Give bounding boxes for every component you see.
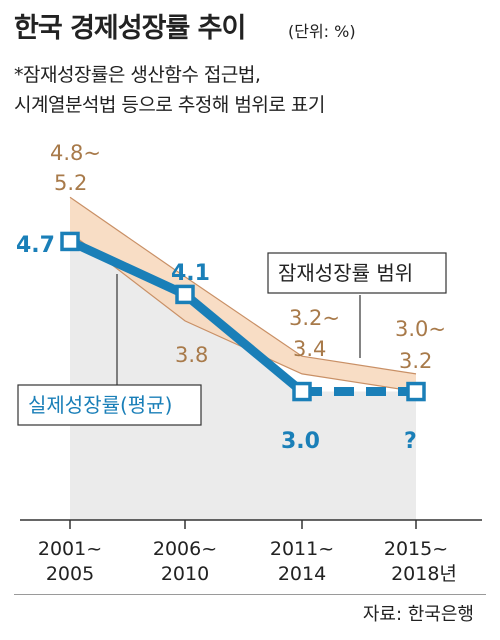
x-tick-label-2-top: 2006~ bbox=[153, 538, 217, 560]
range-label-3-bottom: 3.4 bbox=[293, 337, 326, 361]
actual-label-4: ? bbox=[404, 429, 417, 454]
actual-label-1: 4.7 bbox=[16, 233, 55, 258]
potential-range-band bbox=[70, 197, 416, 392]
note-line-2: 시계열분석법 등으로 추정해 범위로 표기 bbox=[14, 94, 325, 116]
range-legend-label: 잠재성장률 범위 bbox=[278, 261, 413, 285]
range-label-1-bottom: 5.2 bbox=[54, 171, 87, 195]
actual-label-2: 4.1 bbox=[171, 261, 210, 286]
source-label: 자료: 한국은행 bbox=[362, 604, 474, 625]
actual-label-3: 3.0 bbox=[281, 429, 320, 454]
x-tick-label-1-top: 2001~ bbox=[38, 538, 102, 560]
actual-marker-2 bbox=[175, 284, 195, 305]
x-tick-label-2-bottom: 2010 bbox=[161, 563, 209, 585]
source-divider bbox=[14, 594, 486, 595]
x-tick-label-4-bottom: 2018년 bbox=[391, 563, 457, 585]
range-label-2-bottom: 3.8 bbox=[175, 343, 208, 367]
range-label-4-top: 3.0~ bbox=[395, 317, 446, 341]
x-tick-label-1-bottom: 2005 bbox=[46, 563, 94, 585]
range-upper-edge bbox=[69, 196, 417, 375]
x-tick-label-3-top: 2011~ bbox=[270, 538, 334, 560]
actual-marker-4 bbox=[406, 381, 426, 402]
range-label-1-top: 4.8~ bbox=[50, 141, 101, 165]
actual-legend-label: 실제성장률(평균) bbox=[28, 393, 172, 417]
range-label-3-top: 3.2~ bbox=[289, 306, 340, 330]
actual-marker-1 bbox=[60, 231, 80, 252]
note-line-1: *잠재성장률은 생산함수 접근법, bbox=[14, 64, 261, 86]
page-title: 한국 경제성장률 추이 bbox=[14, 13, 246, 44]
x-tick-label-3-bottom: 2014 bbox=[278, 563, 326, 585]
range-label-4-bottom: 3.2 bbox=[399, 349, 432, 373]
background-area bbox=[70, 241, 416, 520]
unit-label: (단위: %) bbox=[288, 22, 356, 41]
actual-legend-box bbox=[17, 384, 202, 426]
x-tick-label-4-top: 2015~ bbox=[384, 538, 448, 560]
actual-marker-3 bbox=[292, 381, 312, 402]
chart-note: *잠재성장률은 생산함수 접근법, 시계열분석법 등으로 추정해 범위로 표기 bbox=[14, 60, 325, 120]
range-legend-box bbox=[267, 252, 447, 294]
